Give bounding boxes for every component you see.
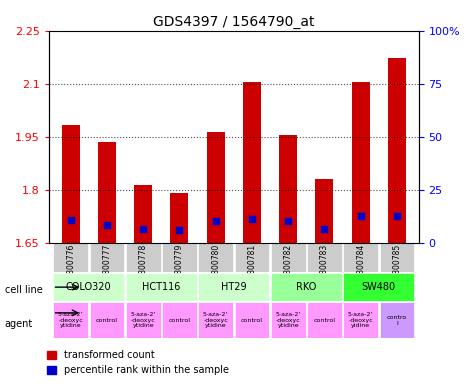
FancyBboxPatch shape [89, 243, 124, 272]
Point [321, 225, 328, 232]
Bar [98, 142, 116, 243]
FancyBboxPatch shape [271, 243, 305, 272]
FancyBboxPatch shape [162, 302, 197, 338]
Text: contro
l: contro l [387, 315, 407, 326]
Text: control: control [96, 318, 118, 323]
Text: GSM800780: GSM800780 [211, 244, 220, 290]
Text: 5-aza-2'
-deoxyc
ytidine: 5-aza-2' -deoxyc ytidine [203, 312, 228, 328]
FancyBboxPatch shape [198, 302, 233, 338]
Legend: transformed count, percentile rank within the sample: transformed count, percentile rank withi… [43, 346, 233, 379]
Point [103, 222, 111, 228]
FancyBboxPatch shape [271, 302, 305, 338]
Point [176, 227, 183, 233]
FancyBboxPatch shape [126, 302, 161, 338]
Point [357, 213, 364, 219]
Text: control: control [314, 318, 335, 323]
Point [285, 218, 292, 225]
Text: HCT116: HCT116 [142, 282, 180, 292]
Bar [62, 125, 80, 243]
Point [139, 225, 147, 232]
FancyBboxPatch shape [89, 302, 124, 338]
FancyBboxPatch shape [198, 243, 233, 272]
Text: agent: agent [5, 319, 33, 329]
Text: GSM800785: GSM800785 [392, 244, 401, 290]
Text: COLO320: COLO320 [66, 282, 112, 292]
FancyBboxPatch shape [380, 302, 414, 338]
Bar [352, 83, 370, 243]
FancyBboxPatch shape [53, 243, 88, 272]
Point [248, 215, 256, 222]
Text: control: control [241, 318, 263, 323]
FancyBboxPatch shape [235, 243, 269, 272]
Title: GDS4397 / 1564790_at: GDS4397 / 1564790_at [153, 15, 314, 29]
Text: GSM800784: GSM800784 [356, 244, 365, 290]
Point [212, 218, 219, 225]
Text: GSM800781: GSM800781 [247, 244, 257, 290]
Text: HT29: HT29 [221, 282, 247, 292]
Bar [134, 185, 152, 243]
Bar [171, 193, 189, 243]
Text: GSM800779: GSM800779 [175, 244, 184, 290]
FancyBboxPatch shape [126, 243, 161, 272]
FancyBboxPatch shape [271, 273, 342, 301]
FancyBboxPatch shape [380, 243, 414, 272]
Bar [315, 179, 333, 243]
Point [393, 213, 401, 219]
Text: 5-aza-2'
-deoxyc
ytidine: 5-aza-2' -deoxyc ytidine [276, 312, 301, 328]
FancyBboxPatch shape [198, 273, 269, 301]
Text: GSM800776: GSM800776 [66, 244, 75, 290]
FancyBboxPatch shape [343, 302, 378, 338]
Bar [207, 132, 225, 243]
Text: GSM800783: GSM800783 [320, 244, 329, 290]
Text: GSM800777: GSM800777 [103, 244, 112, 290]
Text: RKO: RKO [296, 282, 316, 292]
FancyBboxPatch shape [235, 302, 269, 338]
FancyBboxPatch shape [53, 273, 124, 301]
Text: cell line: cell line [5, 285, 42, 295]
FancyBboxPatch shape [126, 273, 197, 301]
Text: 5-aza-2'
-deoxyc
ytidine: 5-aza-2' -deoxyc ytidine [131, 312, 156, 328]
Text: GSM800782: GSM800782 [284, 244, 293, 290]
FancyBboxPatch shape [307, 302, 342, 338]
FancyBboxPatch shape [53, 302, 88, 338]
Point [67, 217, 75, 223]
Bar [279, 135, 297, 243]
Bar [388, 58, 406, 243]
Text: SW480: SW480 [362, 282, 396, 292]
FancyBboxPatch shape [162, 243, 197, 272]
Text: 5-aza-2'
-deoxyc
ytidine: 5-aza-2' -deoxyc ytidine [58, 312, 83, 328]
FancyBboxPatch shape [307, 243, 342, 272]
FancyBboxPatch shape [343, 273, 414, 301]
FancyBboxPatch shape [343, 243, 378, 272]
Text: 5-aza-2'
-deoxyc
yidine: 5-aza-2' -deoxyc yidine [348, 312, 373, 328]
Bar [243, 83, 261, 243]
Text: control: control [169, 318, 190, 323]
Text: GSM800778: GSM800778 [139, 244, 148, 290]
